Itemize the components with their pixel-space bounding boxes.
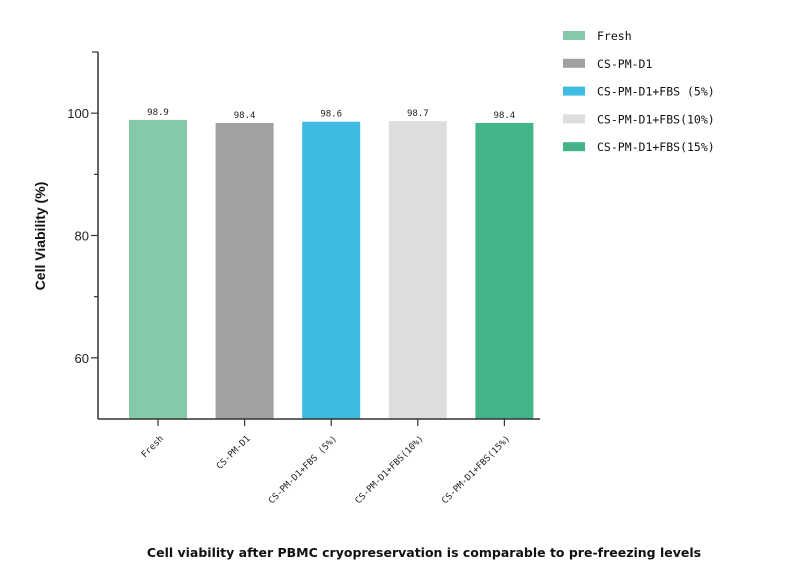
y-tick-label: 100 (67, 106, 89, 121)
data-label: 98.4 (494, 111, 516, 121)
bar-2 (302, 121, 361, 419)
x-tick-label: CS-PM-D1+FBS(15%) (440, 434, 512, 506)
bar-4 (475, 122, 534, 419)
legend-item: CS-PM-D1+FBS(10%) (563, 112, 715, 126)
legend-swatch (563, 86, 585, 96)
legend-label: CS-PM-D1+FBS(10%) (597, 112, 715, 126)
bar-0 (129, 119, 187, 420)
legend-item: Fresh (563, 29, 632, 43)
y-axis-label: Cell Viability (%) (32, 182, 48, 291)
legend-item: CS-PM-D1+FBS(15%) (563, 140, 715, 154)
legend-swatch (563, 114, 585, 124)
x-tick-label: CS-PM-D1 (215, 434, 253, 472)
y-tick-label: 60 (75, 351, 89, 366)
y-tick-label: 80 (75, 229, 89, 244)
data-label: 98.6 (320, 110, 342, 120)
chart-caption: Cell viability after PBMC cryopreservati… (147, 545, 701, 560)
legend-swatch (563, 58, 585, 68)
legend-label: CS-PM-D1+FBS (5%) (597, 85, 715, 99)
legend-label: CS-PM-D1 (597, 57, 652, 71)
bar-3 (388, 121, 447, 419)
x-tick-label: CS-PM-D1+FBS (5%) (267, 434, 339, 506)
data-label: 98.4 (234, 111, 256, 121)
legend-label: Fresh (597, 29, 632, 43)
legend-label: CS-PM-D1+FBS(15%) (597, 140, 715, 154)
legend-item: CS-PM-D1 (563, 57, 652, 71)
data-label: 98.9 (147, 108, 169, 118)
bar-1 (215, 122, 274, 419)
x-tick-label: CS-PM-D1+FBS(10%) (354, 434, 426, 506)
legend-item: CS-PM-D1+FBS (5%) (563, 85, 715, 99)
data-label: 98.7 (407, 109, 429, 119)
legend-swatch (563, 31, 585, 40)
x-tick-label: Fresh (140, 434, 166, 460)
legend-swatch (563, 142, 585, 152)
